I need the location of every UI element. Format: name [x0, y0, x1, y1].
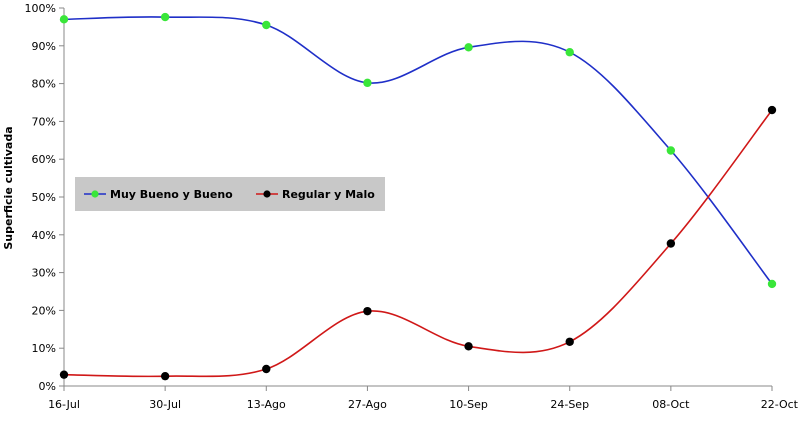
x-tick-label: 08-Oct [652, 398, 690, 411]
y-tick-label: 40% [32, 229, 56, 242]
y-tick-label: 60% [32, 153, 56, 166]
y-tick-label: 100% [25, 2, 56, 15]
data-point [262, 364, 271, 374]
data-point [59, 15, 69, 24]
series-line [63, 16, 773, 285]
data-point [59, 370, 69, 379]
y-tick-label: 20% [32, 304, 56, 317]
y-axis-title: Superficie cultivada [2, 126, 15, 249]
legend-marker [263, 190, 271, 198]
y-ticks: 0% 10% 20% 30% 40% 50% 60% 70% 80% 90% 100% [25, 2, 64, 393]
data-point [666, 239, 676, 248]
data-point [565, 48, 574, 57]
y-tick-label: 50% [32, 191, 56, 204]
data-point [565, 337, 574, 346]
data-point [767, 279, 777, 289]
legend-box [75, 177, 385, 211]
y-tick-label: 30% [32, 267, 56, 280]
data-point [262, 20, 271, 30]
data-point [363, 306, 372, 316]
legend: Muy Bueno y Bueno Regular y Malo [75, 177, 385, 211]
data-point [464, 342, 473, 351]
y-tick-label: 10% [32, 342, 56, 355]
x-tick-label: 22-Oct [761, 398, 799, 411]
y-tick-label: 90% [32, 40, 56, 53]
x-ticks: 16-Jul 30-Jul 13-Ago 27-Ago 10-Sep 24-Sep 08-O… [48, 386, 799, 411]
x-tick-label: 16-Jul [48, 398, 80, 411]
y-tick-label: 0% [39, 380, 56, 393]
x-tick-label: 27-Ago [348, 398, 387, 411]
data-point [666, 146, 676, 155]
legend-marker [91, 190, 99, 198]
x-tick-label: 10-Sep [449, 398, 488, 411]
y-tick-label: 70% [32, 115, 56, 128]
data-point [464, 43, 473, 52]
series-layer [59, 12, 777, 381]
data-point [160, 371, 170, 381]
legend-label: Muy Bueno y Bueno [110, 188, 233, 201]
x-tick-label: 24-Sep [550, 398, 589, 411]
y-tick-label: 80% [32, 78, 56, 91]
x-tick-label: 13-Ago [247, 398, 286, 411]
x-tick-label: 30-Jul [149, 398, 181, 411]
data-point [363, 78, 372, 88]
series-line [63, 109, 773, 378]
data-point [767, 105, 777, 115]
legend-label: Regular y Malo [282, 188, 375, 201]
data-point [160, 12, 170, 22]
